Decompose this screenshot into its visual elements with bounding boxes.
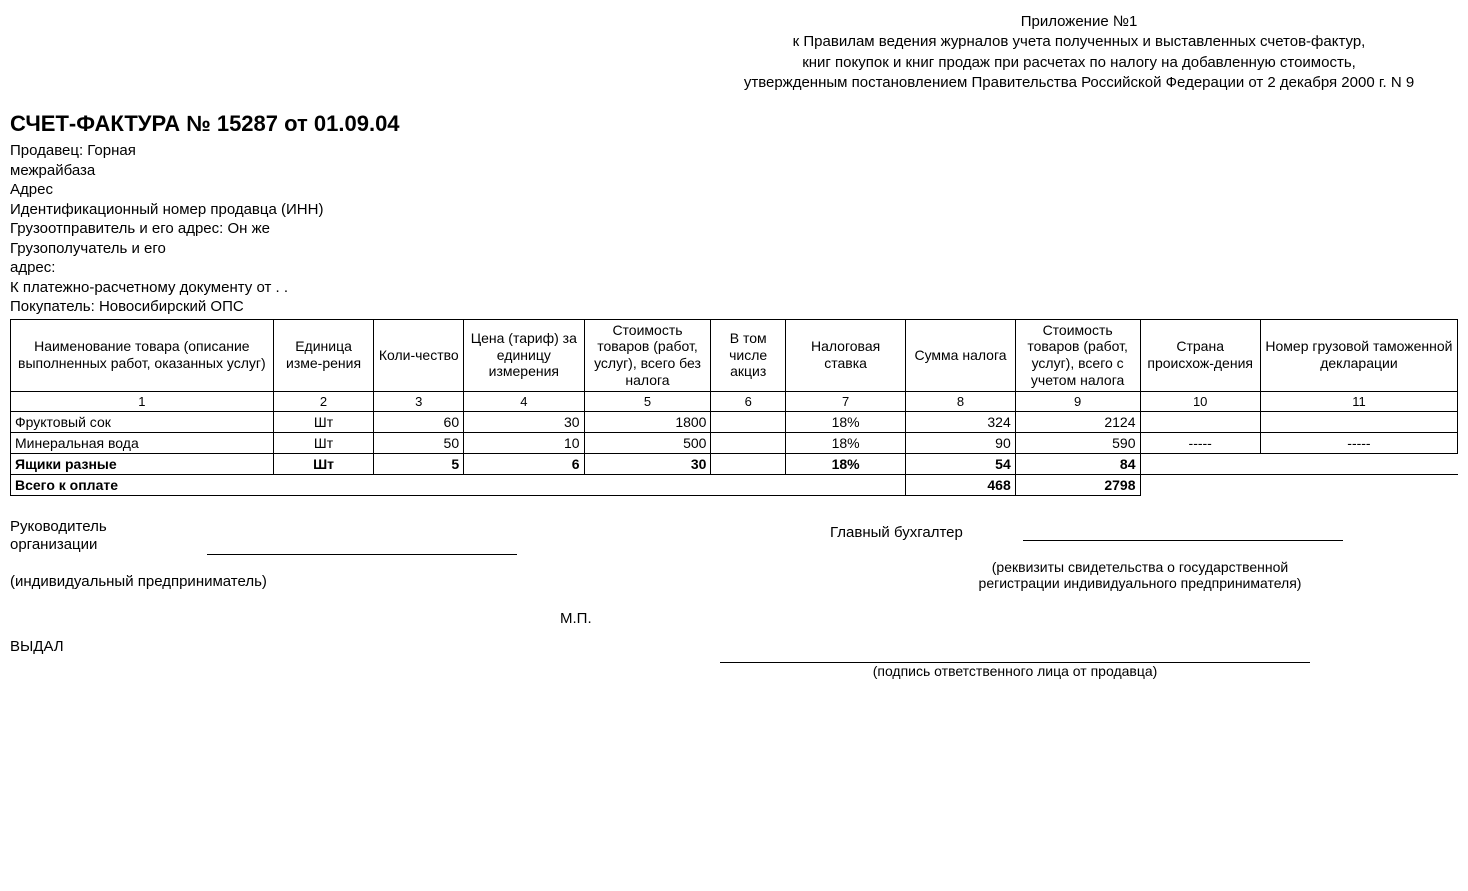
appendix-line: к Правилам ведения журналов учета получе… — [730, 32, 1428, 52]
table-cell: 324 — [906, 411, 1015, 432]
head-label: Руководитель — [10, 518, 107, 537]
head-label: организации — [10, 536, 107, 555]
column-header: Страна происхож-дения — [1140, 319, 1260, 391]
signature-area: Руководитель организации (индивидуальный… — [10, 518, 1458, 698]
table-cell: 54 — [906, 453, 1015, 474]
table-cell — [1260, 453, 1457, 474]
registration-details-label: регистрации индивидуального предпринимат… — [830, 575, 1450, 592]
table-row: Ящики разныеШт5630 18%5484 — [11, 453, 1458, 474]
table-cell — [1260, 474, 1457, 495]
seller-line: межрайбаза — [10, 161, 1458, 181]
chief-accountant-label: Главный бухгалтер — [830, 524, 963, 541]
shipper-line: Грузоотправитель и его адрес: Он же — [10, 219, 1458, 239]
column-header: Номер грузовой таможенной декларации — [1260, 319, 1457, 391]
column-number: 10 — [1140, 391, 1260, 411]
stamp-label: М.П. — [560, 610, 592, 627]
table-cell: 6 — [464, 453, 584, 474]
buyer-line: Покупатель: Новосибирский ОПС — [10, 297, 1458, 317]
table-cell — [1140, 411, 1260, 432]
total-row: Всего к оплате4682798 — [11, 474, 1458, 495]
column-header: Коли-чество — [374, 319, 464, 391]
column-header: Стоимость товаров (работ, услуг), всего … — [1015, 319, 1140, 391]
issued-label: ВЫДАЛ — [10, 638, 64, 655]
consignee-line: адрес: — [10, 258, 1458, 278]
signature-line — [1023, 540, 1343, 541]
header-row: Наименование товара (описание выполненны… — [11, 319, 1458, 391]
table-cell: Шт — [273, 453, 374, 474]
table-cell: 10 — [464, 432, 584, 453]
column-header: Единица изме-рения — [273, 319, 374, 391]
table-cell: 1800 — [584, 411, 711, 432]
table-cell: 50 — [374, 432, 464, 453]
inn-line: Идентификационный номер продавца (ИНН) — [10, 200, 1458, 220]
table-cell: 84 — [1015, 453, 1140, 474]
column-number: 3 — [374, 391, 464, 411]
table-cell: Фруктовый сок — [11, 411, 274, 432]
payment-doc-line: К платежно-расчетному документу от . . — [10, 278, 1458, 298]
column-number-row: 1234567891011 — [11, 391, 1458, 411]
invoice-table: Наименование товара (описание выполненны… — [10, 319, 1458, 496]
table-cell: Шт — [273, 411, 374, 432]
column-number: 1 — [11, 391, 274, 411]
column-header: Цена (тариф) за единицу измерения — [464, 319, 584, 391]
table-cell — [711, 411, 785, 432]
column-number: 4 — [464, 391, 584, 411]
column-header: В том числе акциз — [711, 319, 785, 391]
document-title: СЧЕТ-ФАКТУРА № 15287 от 01.09.04 — [10, 111, 1458, 137]
column-number: 7 — [785, 391, 905, 411]
total-sum: 2798 — [1015, 474, 1140, 495]
table-cell: 2124 — [1015, 411, 1140, 432]
seller-line: Продавец: Горная — [10, 141, 1458, 161]
consignee-line: Грузополучатель и его — [10, 239, 1458, 259]
table-cell: 5 — [374, 453, 464, 474]
column-header: Стоимость товаров (работ, услуг), всего … — [584, 319, 711, 391]
table-cell: ----- — [1140, 432, 1260, 453]
column-number: 2 — [273, 391, 374, 411]
appendix-line: утвержденным постановлением Правительств… — [730, 73, 1428, 93]
table-cell: Ящики разные — [11, 453, 274, 474]
column-number: 9 — [1015, 391, 1140, 411]
table-cell: 590 — [1015, 432, 1140, 453]
table-cell: 18% — [785, 411, 905, 432]
appendix-reference: Приложение №1 к Правилам ведения журнало… — [730, 12, 1428, 93]
total-tax: 468 — [906, 474, 1015, 495]
table-row: Минеральная водаШт501050018%90590-------… — [11, 432, 1458, 453]
table-cell: 30 — [584, 453, 711, 474]
table-cell — [1260, 411, 1457, 432]
table-cell: 18% — [785, 432, 905, 453]
column-header: Налоговая ставка — [785, 319, 905, 391]
table-cell: 18% — [785, 453, 905, 474]
table-cell: Шт — [273, 432, 374, 453]
column-number: 6 — [711, 391, 785, 411]
table-row: Фруктовый сокШт60301800 18%3242124 — [11, 411, 1458, 432]
table-cell: 30 — [464, 411, 584, 432]
table-cell: Минеральная вода — [11, 432, 274, 453]
appendix-line: Приложение №1 — [730, 12, 1428, 32]
column-number: 5 — [584, 391, 711, 411]
responsible-person-label: (подпись ответственного лица от продавца… — [720, 663, 1310, 680]
table-cell: 90 — [906, 432, 1015, 453]
column-header: Сумма налога — [906, 319, 1015, 391]
table-cell — [1140, 453, 1260, 474]
appendix-line: книг покупок и книг продаж при расчетах … — [730, 53, 1428, 73]
column-number: 11 — [1260, 391, 1457, 411]
column-number: 8 — [906, 391, 1015, 411]
table-cell: ----- — [1260, 432, 1457, 453]
address-line: Адрес — [10, 180, 1458, 200]
table-cell — [1140, 474, 1260, 495]
registration-details-label: (реквизиты свидетельства о государственн… — [830, 559, 1450, 576]
table-cell: 500 — [584, 432, 711, 453]
info-block: Продавец: Горная межрайбаза Адрес Иденти… — [10, 141, 1458, 317]
column-header: Наименование товара (описание выполненны… — [11, 319, 274, 391]
table-cell — [711, 432, 785, 453]
table-cell: 60 — [374, 411, 464, 432]
individual-entrepreneur-label: (индивидуальный предприниматель) — [10, 573, 570, 590]
total-label: Всего к оплате — [11, 474, 906, 495]
table-cell — [711, 453, 785, 474]
signature-line — [207, 554, 517, 555]
